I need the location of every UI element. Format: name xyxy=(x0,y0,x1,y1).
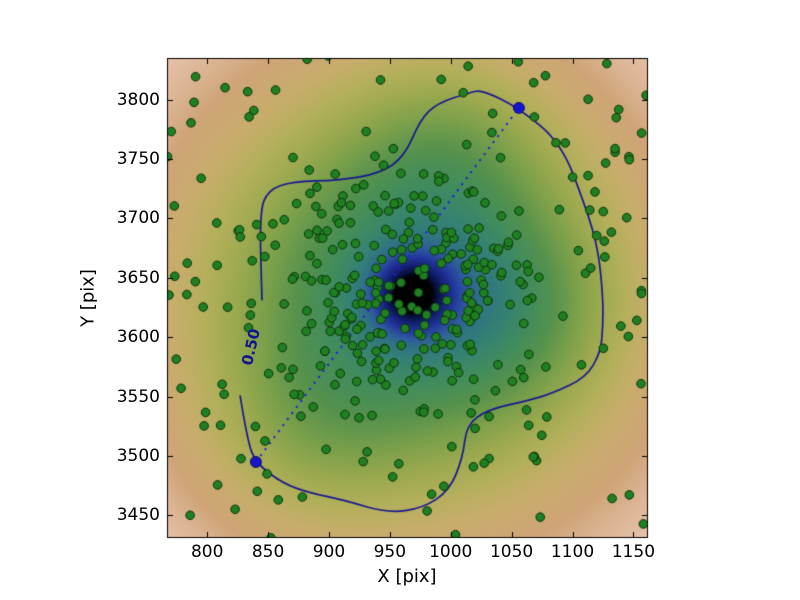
y-tick-label: 3550 xyxy=(116,386,160,407)
x-tick-label: 1050 xyxy=(489,542,534,562)
x-tick-label: 1100 xyxy=(550,542,595,562)
y-tick-label: 3800 xyxy=(116,89,160,110)
y-tick-label: 3450 xyxy=(116,505,160,526)
x-tick-label: 850 xyxy=(251,542,285,562)
y-tick-label: 3500 xyxy=(116,446,160,467)
y-tick-label: 3650 xyxy=(116,267,160,288)
y-tick-label: 3700 xyxy=(116,208,160,229)
y-tick-label: 3750 xyxy=(116,148,160,169)
y-tick-label: 3600 xyxy=(116,327,160,348)
y-axis-label: Y [pix] xyxy=(77,269,99,327)
x-tick-label: 800 xyxy=(190,542,224,562)
x-axis-label: X [pix] xyxy=(377,566,437,587)
x-tick-label: 950 xyxy=(373,542,407,562)
x-tick-label: 1150 xyxy=(611,542,656,562)
x-tick-label: 1000 xyxy=(429,542,473,562)
x-tick-label: 900 xyxy=(312,542,346,562)
